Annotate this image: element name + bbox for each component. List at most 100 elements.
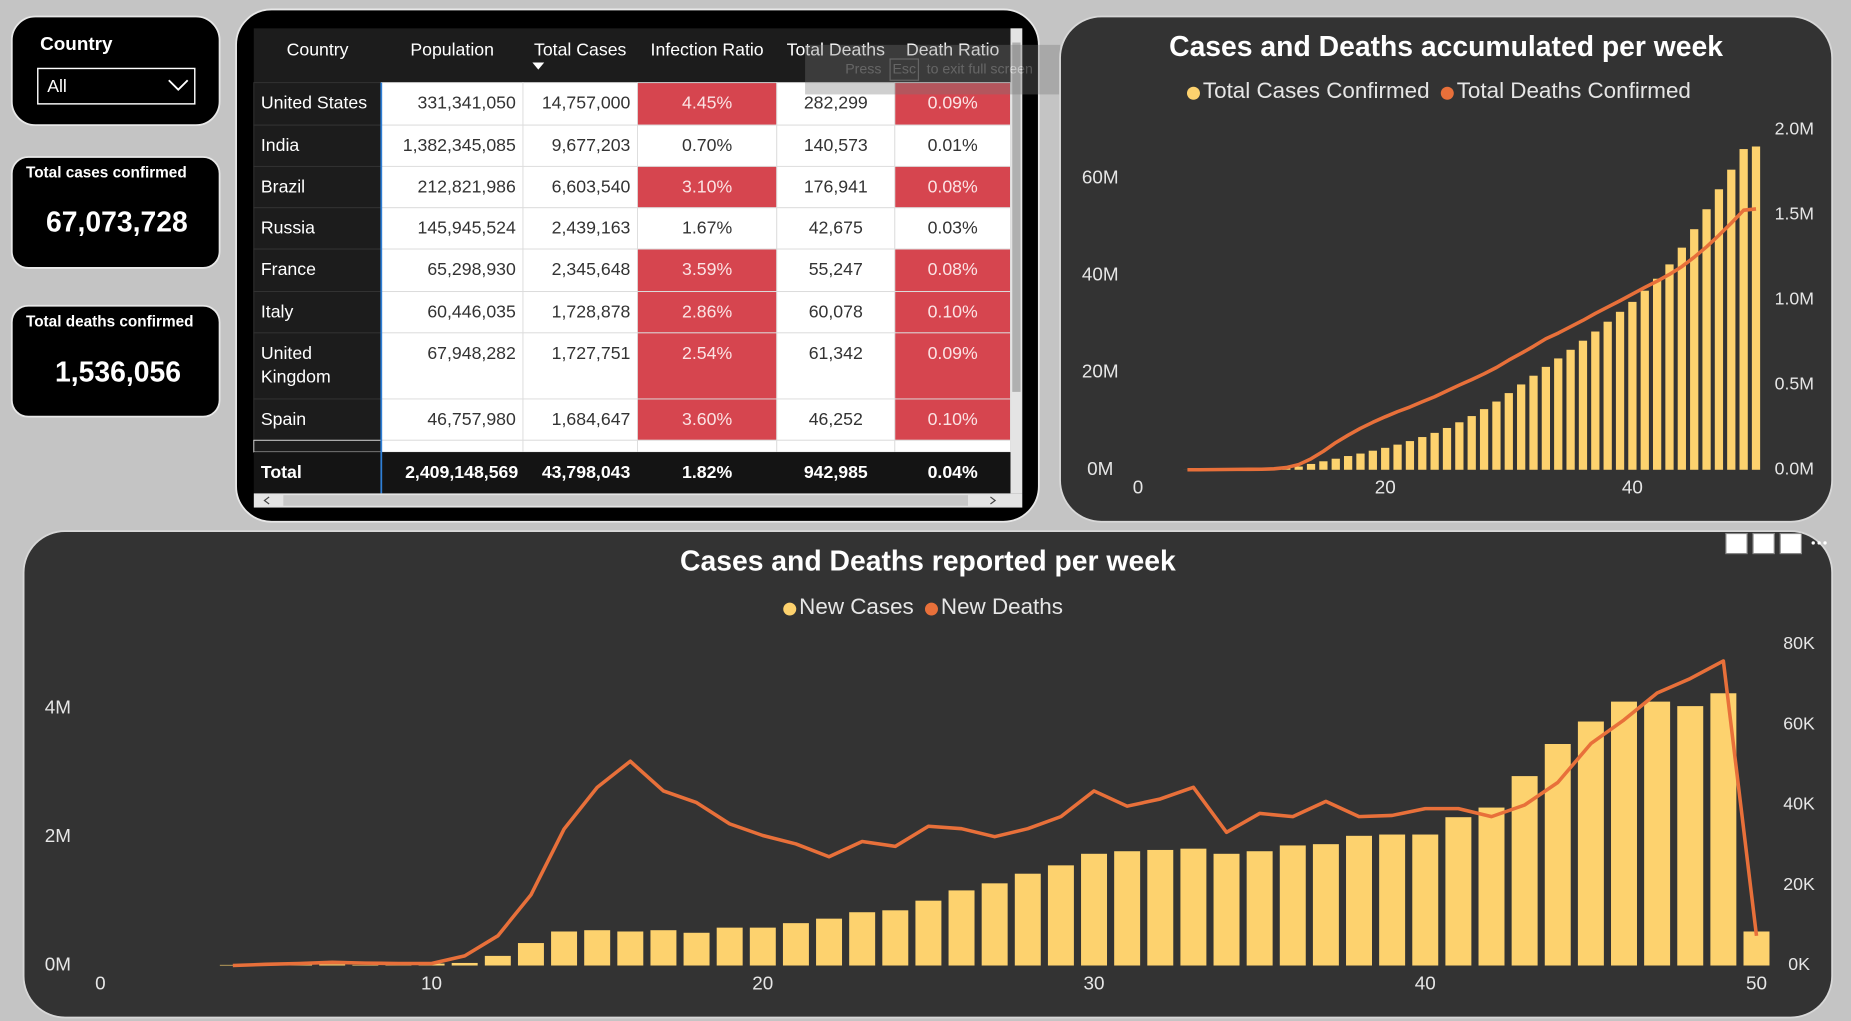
bar: [1640, 290, 1649, 470]
legend-label: Total Cases Confirmed: [1203, 78, 1430, 103]
card: [10, 304, 221, 418]
country-name: Spain: [261, 409, 306, 429]
x-tick-label: 50: [1746, 973, 1767, 994]
more-dot[interactable]: [1811, 541, 1815, 545]
bar: [1114, 851, 1141, 966]
x-tick-label: 0: [95, 973, 106, 994]
y2-tick-label: 0.0M: [1775, 458, 1814, 478]
table-cell: [894, 165, 1011, 209]
more-dot[interactable]: [1823, 541, 1827, 545]
country-name: Italy: [261, 301, 294, 321]
bar: [1591, 331, 1600, 470]
y2-tick-label: 1.5M: [1775, 203, 1814, 223]
table-cell: [894, 439, 1011, 453]
legend-marker: [1440, 86, 1454, 100]
bar: [1517, 384, 1526, 470]
card-value: 67,073,728: [46, 207, 188, 239]
column-header: Death Ratio: [906, 39, 1000, 59]
bar: [352, 964, 379, 966]
bar: [1702, 209, 1711, 470]
y-tick-label: 40M: [1082, 265, 1119, 286]
bar: [849, 912, 876, 966]
x-tick-label: 10: [421, 973, 442, 994]
column-header: Infection Ratio: [651, 39, 764, 59]
bar: [1665, 264, 1674, 470]
cell-value: 0.03%: [928, 218, 978, 238]
bar: [1312, 844, 1339, 966]
h-scroll-thumb[interactable]: [283, 495, 968, 506]
y2-tick-label: 2.0M: [1775, 119, 1814, 139]
table-cell: [253, 248, 382, 293]
focus-icon[interactable]: [1779, 532, 1803, 555]
scroll-left[interactable]: [263, 496, 270, 505]
bar: [1381, 447, 1390, 470]
cell-value: 1,728,878: [552, 301, 631, 321]
table-cell: [253, 291, 382, 334]
cell-value: 46,757,980: [427, 409, 516, 429]
bar: [1306, 463, 1316, 470]
more-dot[interactable]: [1817, 541, 1821, 545]
table-cell: [253, 207, 382, 250]
sort-indicator: [532, 62, 545, 70]
line: [232, 659, 1759, 968]
card-value: 1,536,056: [55, 357, 181, 389]
cell-value: 0.70%: [682, 135, 732, 155]
table-cell: [380, 248, 524, 293]
table-cell: [636, 248, 778, 293]
scroll-right[interactable]: [990, 496, 997, 505]
column-header: Population: [410, 39, 494, 59]
bar: [319, 964, 346, 966]
bar: [1751, 146, 1761, 470]
table-cell: [636, 398, 778, 441]
column-header: Total Cases: [534, 39, 627, 59]
cell-value: 331,341,050: [417, 93, 516, 113]
table-cell: [253, 165, 382, 209]
bar: [1346, 835, 1373, 966]
dropdown-value[interactable]: All: [47, 76, 67, 96]
bar: [882, 910, 909, 966]
hint-text: Press: [845, 61, 881, 77]
legend-label: Total Deaths Confirmed: [1457, 78, 1691, 103]
table-cell: [253, 398, 382, 441]
dropdown-chevron[interactable]: [168, 79, 189, 92]
cell-value: 176,941: [804, 176, 868, 196]
cell-value: 0.08%: [928, 259, 978, 279]
bar: [1478, 807, 1505, 966]
bar: [1479, 409, 1489, 470]
bar: [1343, 456, 1353, 470]
table-cell: [522, 82, 638, 126]
copy-icon[interactable]: [1725, 532, 1748, 555]
legend-label: New Deaths: [941, 594, 1063, 619]
table-cell: [380, 439, 524, 453]
hint-key-box: [889, 58, 920, 81]
v-scroll-thumb[interactable]: [1012, 42, 1021, 392]
cell-value: 1,382,345,085: [403, 135, 516, 155]
table-cell: [253, 82, 382, 126]
bar: [1430, 432, 1439, 470]
x-tick-label: 20: [1375, 478, 1396, 499]
cell-value: 140,573: [804, 135, 868, 155]
cell-value: 6,603,540: [552, 176, 631, 196]
country-name: Russia: [261, 218, 315, 238]
y-tick-label: 60M: [1082, 167, 1119, 188]
bar: [1213, 853, 1240, 966]
bar: [1603, 321, 1612, 470]
legend-marker: [924, 602, 938, 616]
bar: [1727, 169, 1736, 470]
bar: [1279, 845, 1306, 966]
y2-tick-label: 40K: [1783, 794, 1815, 814]
table-cell: [522, 124, 638, 167]
table-cell: [522, 248, 638, 293]
bar: [617, 931, 644, 966]
bar: [1393, 444, 1402, 470]
bar: [1677, 247, 1686, 470]
bar: [1743, 931, 1770, 966]
slicer-label: Country: [40, 34, 113, 55]
cell-value: 282,299: [804, 93, 868, 113]
bar: [1566, 349, 1575, 470]
dropdown[interactable]: [37, 67, 196, 105]
y2-tick-label: 60K: [1783, 713, 1815, 733]
y-tick-label: 2M: [45, 826, 71, 847]
filter-icon[interactable]: [1752, 532, 1775, 555]
